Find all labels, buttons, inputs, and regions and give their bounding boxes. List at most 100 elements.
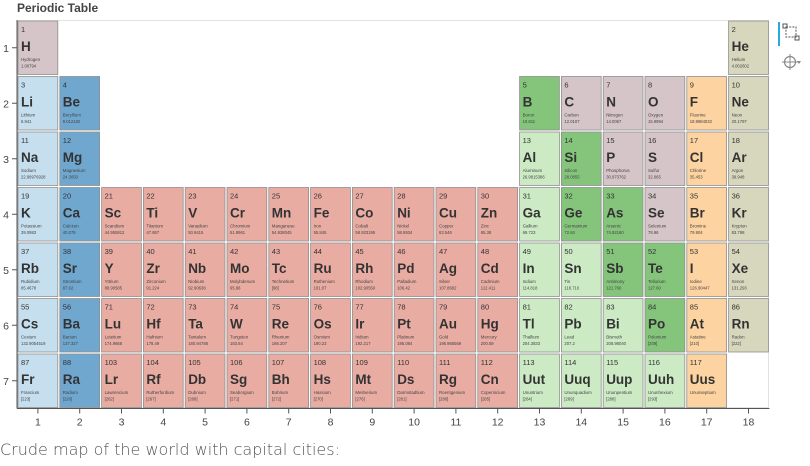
element-cell-mo[interactable]: 42 Mo Molybdenum 95.96 xyxy=(226,242,268,297)
element-cell-cn[interactable]: 112 Cn Copernicium [285] xyxy=(477,353,518,408)
element-cell-ar[interactable]: 18 Ar Argon 39.948 xyxy=(728,131,769,186)
element-cell-sg[interactable]: 106 Sg Seaborgium [271] xyxy=(226,353,268,408)
element-cell-pd[interactable]: 46 Pd Palladium 106.42 xyxy=(393,242,435,297)
element-name: Strontium xyxy=(63,279,82,284)
element-cell-si[interactable]: 14 Si Silicon 28.0855 xyxy=(561,131,602,186)
element-cell-he[interactable]: 2 He Helium 4.002602 xyxy=(728,20,769,75)
element-cell-cd[interactable]: 48 Cd Cadmium 112.411 xyxy=(477,242,518,297)
element-cell-na[interactable]: 11 Na Sodium 22.98976928 xyxy=(17,131,59,186)
element-cell-nb[interactable]: 41 Nb Niobium 92.90638 xyxy=(184,242,226,297)
element-cell-ra[interactable]: 88 Ra Radium [226] xyxy=(59,353,100,408)
element-symbol: N xyxy=(606,95,616,110)
element-cell-rf[interactable]: 104 Rf Rutherfordium [267] xyxy=(142,353,184,408)
element-cell-bh[interactable]: 107 Bh Bohrium [272] xyxy=(268,353,309,408)
element-cell-uus[interactable]: 117 Uus Ununseptium xyxy=(686,353,727,408)
element-box xyxy=(728,131,769,186)
element-cell-uuh[interactable]: 116 Uuh Ununhexium [293] xyxy=(644,353,686,408)
element-cell-sn[interactable]: 50 Sn Tin 118.710 xyxy=(561,242,602,297)
element-cell-al[interactable]: 13 Al Aluminum 26.9815386 xyxy=(519,131,560,186)
element-cell-fr[interactable]: 87 Fr Francium [223] xyxy=(17,353,59,408)
element-cell-uuq[interactable]: 114 Uuq Ununquadium [289] xyxy=(561,353,602,408)
element-cell-hs[interactable]: 108 Hs Hassium [270] xyxy=(310,353,351,408)
element-cell-ds[interactable]: 110 Ds Darmstadtium [281] xyxy=(393,353,435,408)
element-cell-rb[interactable]: 37 Rb Rubidium 85.4678 xyxy=(17,242,59,297)
element-cell-rn[interactable]: 86 Rn Radon[222] xyxy=(728,298,769,353)
element-cell-s[interactable]: 16 S Sulfur 32.065 xyxy=(644,131,686,186)
element-cell-zr[interactable]: 40 Zr Zirconium 91.224 xyxy=(142,242,184,297)
element-cell-uut[interactable]: 113 Uut Ununtrium [284] xyxy=(519,353,560,408)
element-cell-cl[interactable]: 17 Cl Chlorine 35.453 xyxy=(686,131,727,186)
element-cell-lr[interactable]: 103 Lr Lawrencium [262] xyxy=(101,353,142,408)
element-cell-at[interactable]: 85 At Astatine[210] xyxy=(686,298,727,353)
element-cell-y[interactable]: 39 Y Yttrium 88.90585 xyxy=(101,242,142,297)
element-cell-ag[interactable]: 47 Ag Silver 107.8682 xyxy=(435,242,477,297)
element-cell-rh[interactable]: 45 Rh Rhodium 102.90550 xyxy=(351,242,393,297)
element-box xyxy=(644,187,686,242)
element-symbol: Al xyxy=(523,150,537,165)
element-cell-sr[interactable]: 38 Sr Strontium 87.62 xyxy=(59,242,100,297)
element-cell-db[interactable]: 105 Db Dubnium [268] xyxy=(184,353,226,408)
element-name: Beryllium xyxy=(63,113,81,118)
element-cell-rg[interactable]: 111 Rg Roentgenium [280] xyxy=(435,353,477,408)
element-cell-sb[interactable]: 51 Sb Antimony 121.760 xyxy=(602,242,644,297)
element-name: Silicon xyxy=(564,168,577,173)
element-cell-ru[interactable]: 44 Ru Ruthenium 101.07 xyxy=(310,242,351,297)
element-cell-mt[interactable]: 109 Mt Meitnerium [276] xyxy=(351,353,393,408)
element-cell-tc[interactable]: 43 Tc Technetium [98] xyxy=(268,242,309,297)
element-cell-p[interactable]: 15 P Phosphorus 30.973762 xyxy=(602,131,644,186)
element-cell-i[interactable]: 53 I Iodine 126.90447 xyxy=(686,242,727,297)
element-cell-te[interactable]: 52 Te Tellurium 127.60 xyxy=(644,242,686,297)
element-cell-in[interactable]: 49 In Indium 114.818 xyxy=(519,242,560,297)
box-zoom-icon[interactable] xyxy=(782,23,800,41)
element-cell-mg[interactable]: 12 Mg Magnesium 24.3050 xyxy=(59,131,100,186)
crosshair-icon[interactable] xyxy=(782,54,801,70)
element-cell-xe[interactable]: 54 Xe Xenon 131.293 xyxy=(728,242,769,297)
element-name: Oxygen xyxy=(648,113,664,118)
element-cell-uup[interactable]: 115 Uup Ununpentium [288] xyxy=(602,353,644,408)
element-cell-h[interactable]: 1 H Hydrogen 1.00794 xyxy=(17,20,59,75)
element-cell-po[interactable]: 84 Po Polonium[209] xyxy=(644,298,686,353)
